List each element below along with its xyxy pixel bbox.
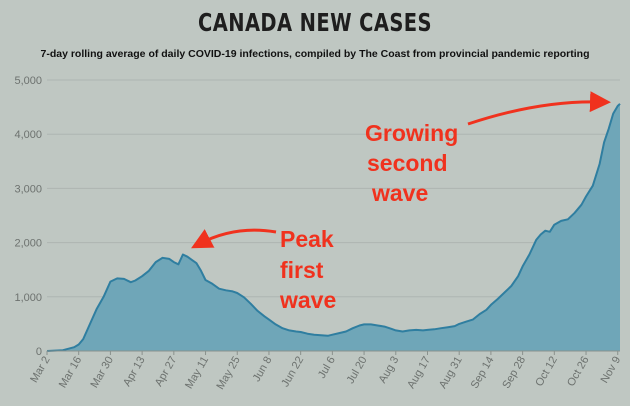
annotation-second-wave: wave	[371, 180, 428, 206]
x-tick-label: Oct 12	[533, 355, 560, 389]
annotation-second-wave: second	[367, 150, 448, 176]
y-tick-label: 2,000	[14, 238, 42, 250]
chart-subtitle: 7-day rolling average of daily COVID-19 …	[40, 48, 590, 60]
x-tick-label: Oct 26	[565, 355, 592, 389]
y-tick-label: 5,000	[14, 75, 42, 87]
x-tick-label: Mar 16	[57, 355, 85, 391]
chart-title: CANADA NEW CASES	[198, 8, 432, 37]
annotation-peak-first-wave: Peak	[280, 226, 334, 252]
annotation-arrow-second-wave	[467, 91, 611, 126]
y-tick-label: 3,000	[14, 183, 42, 195]
annotations: Peak first wave Growing second wave	[191, 91, 611, 313]
y-tick-label: 4,000	[14, 129, 42, 141]
x-tick-label: Jun 8	[251, 355, 275, 384]
x-tick-label: May 11	[183, 355, 211, 392]
annotation-second-wave: Growing	[365, 120, 458, 146]
x-tick-label: Aug 17	[405, 355, 433, 391]
x-tick-label: Apr 13	[121, 355, 148, 389]
x-tick-label: Mar 2	[28, 355, 52, 385]
x-tick-label: May 25	[214, 355, 242, 392]
x-tick-label: Aug 3	[377, 355, 402, 386]
annotation-peak-first-wave: wave	[279, 287, 336, 313]
x-tick-label: Jul 20	[345, 355, 370, 386]
x-tick-label: Nov 9	[599, 355, 624, 386]
x-tick-label: Mar 30	[88, 355, 116, 391]
cases-area	[47, 103, 620, 351]
x-tick-label: Jun 22	[279, 355, 306, 390]
x-tick-label: Sep 28	[500, 355, 528, 391]
y-tick-label: 0	[36, 346, 42, 358]
x-axis-ticks: Mar 2 Mar 16 Mar 30 Apr 13 Apr 27 May 11 May 2…	[28, 351, 623, 392]
y-axis-labels: 0 1,000 2,000 3,000 4,000 5,000	[14, 75, 42, 358]
x-tick-label: Apr 27	[153, 355, 180, 389]
x-tick-label: Jul 6	[316, 355, 338, 381]
annotation-arrow-first-wave	[191, 228, 277, 249]
y-tick-label: 1,000	[14, 292, 42, 304]
x-tick-label: Sep 14	[469, 355, 497, 391]
x-tick-label: Aug 31	[437, 355, 465, 391]
cases-line	[46, 103, 621, 352]
annotation-peak-first-wave: first	[280, 257, 324, 283]
